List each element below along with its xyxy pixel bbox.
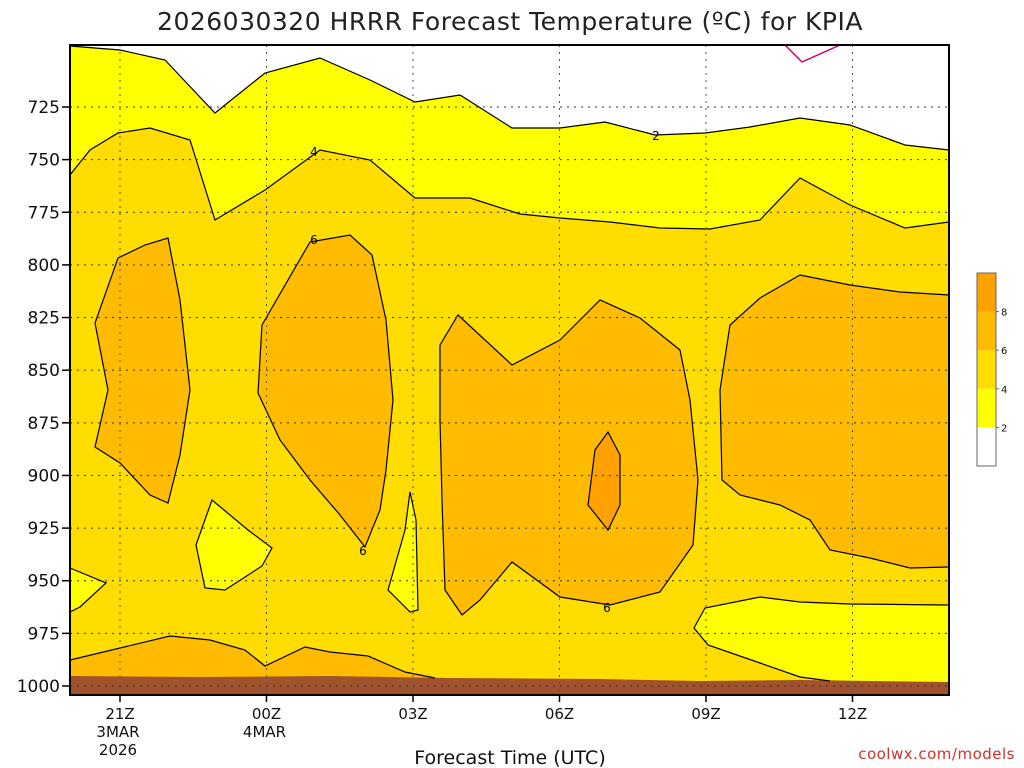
colorbar-swatch [977, 388, 996, 428]
colorbar-tick-label: 2 [1001, 423, 1007, 434]
colorbar: 2 4 6 8 [976, 272, 1007, 467]
ground-fill [70, 676, 949, 695]
y-tick-label: 775 [28, 203, 60, 223]
contour-label: 2 [652, 129, 660, 143]
x-tick-label: 03Z [398, 705, 427, 723]
fill-gt8-region [588, 432, 620, 530]
y-tick-label: 875 [28, 414, 60, 434]
colorbar-frame [976, 272, 997, 467]
contour-6-4 [719, 274, 949, 569]
fill-2to4-pocket-1 [196, 500, 272, 590]
colorbar-tick-label: 4 [1001, 385, 1007, 396]
fill-lt2-region [70, 45, 949, 150]
fill-6to8-region-4 [720, 275, 949, 568]
x-tick-sublabel: 2026 [99, 741, 137, 759]
x-tick-sublabel: 4MAR [243, 723, 286, 741]
colorbar-swatch [977, 350, 996, 389]
x-axis-label: Forecast Time (UTC) [414, 747, 605, 768]
y-tick-label: 800 [28, 256, 60, 276]
contour-4-pocket-3 [70, 567, 108, 613]
colorbar-swatch [977, 311, 996, 351]
fill-2to4-lower-right [694, 597, 949, 690]
plot-area: 2 4 6 6 6 [69, 44, 950, 696]
x-tick-label: 00Z [252, 705, 281, 723]
x-tick-label: 09Z [691, 705, 720, 723]
fill-6to8-region-2 [258, 235, 393, 547]
x-tick-label: 21Z [105, 705, 134, 723]
fill-2to4-pocket-3 [70, 568, 106, 612]
contour-6-3 [439, 299, 699, 616]
contour-8 [587, 430, 621, 532]
x-tick-label: 06Z [545, 705, 574, 723]
y-tick-label: 750 [28, 151, 60, 171]
y-tick-label: 950 [28, 572, 60, 592]
contour-labels: 2 4 6 6 6 [310, 129, 660, 615]
colorbar-swatch [977, 273, 996, 312]
colorbar-tick-label: 8 [1001, 308, 1007, 319]
contour-label: 6 [310, 233, 318, 247]
fill-6to8-region-1 [95, 238, 190, 503]
contour-6-1 [94, 237, 191, 504]
contour-lines [70, 45, 949, 682]
contour-2 [70, 45, 949, 151]
y-tick-label: 850 [28, 361, 60, 381]
contour-4-pocket-2 [387, 491, 419, 613]
colorbar-swatch [977, 427, 996, 466]
fill-6to8-region-3 [440, 300, 698, 615]
y-tick-label: 900 [28, 466, 60, 486]
contour-label: 6 [603, 601, 611, 615]
contour-4 [70, 127, 949, 230]
y-tick-label: 1000 [17, 677, 60, 697]
y-tick-label: 725 [28, 98, 60, 118]
y-tick-label: 975 [28, 624, 60, 644]
contour-6-surface [70, 635, 436, 679]
contour-0 [784, 45, 841, 63]
chart-title: 2026030320 HRRR Forecast Temperature (ºC… [157, 7, 863, 36]
credit-text: coolwx.com/models [858, 745, 1015, 763]
contour-label: 4 [310, 145, 318, 159]
y-tick-label: 825 [28, 309, 60, 329]
contour-4-lower-right [693, 596, 949, 682]
contour-label: 6 [359, 544, 367, 558]
x-tick-sublabel: 3MAR [96, 723, 139, 741]
colorbar-tick-label: 6 [1001, 346, 1007, 357]
y-tick-label: 925 [28, 519, 60, 539]
x-tick-label: 12Z [838, 705, 867, 723]
fill-2to4-pocket-2 [388, 492, 418, 612]
y-axis: 725 750 775 800 825 850 875 900 925 950 975 1000 [17, 98, 70, 697]
